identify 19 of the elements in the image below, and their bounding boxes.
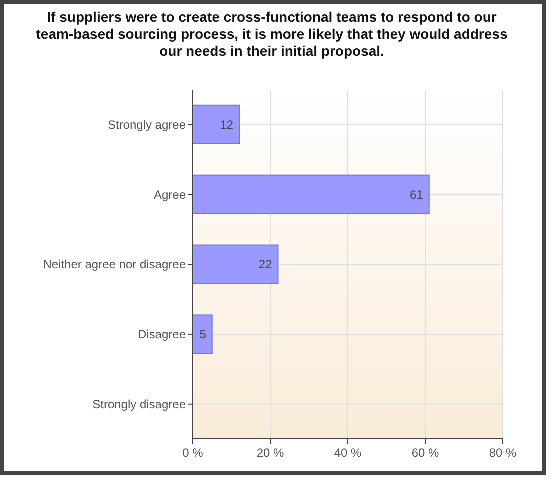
y-tick-label: Disagree [138,328,186,342]
data-label: 22 [258,258,273,272]
bar [192,174,430,214]
y-tick-label: Strongly agree [108,118,186,132]
x-tick-label: 20 % [256,446,284,460]
x-tick-label: 60 % [412,446,440,460]
bar [192,244,279,284]
bar [192,314,213,354]
data-label: 5 [200,328,207,342]
y-tick-label: Neither agree nor disagree [43,258,186,272]
x-tick-label: 40 % [334,446,362,460]
x-tick-label: 80 % [489,446,517,460]
data-label: 12 [220,118,234,132]
y-tick-label: Strongly disagree [92,398,186,412]
x-tick-label: 0 % [182,446,204,460]
y-tick-label: Agree [154,188,186,202]
chart-title: If suppliers were to create cross-functional teams to respond to our team-based sourcing process, it is more likely that they would address our needs in their initial proposal. [36,9,508,59]
bar [192,104,240,144]
data-label: 61 [410,188,424,202]
